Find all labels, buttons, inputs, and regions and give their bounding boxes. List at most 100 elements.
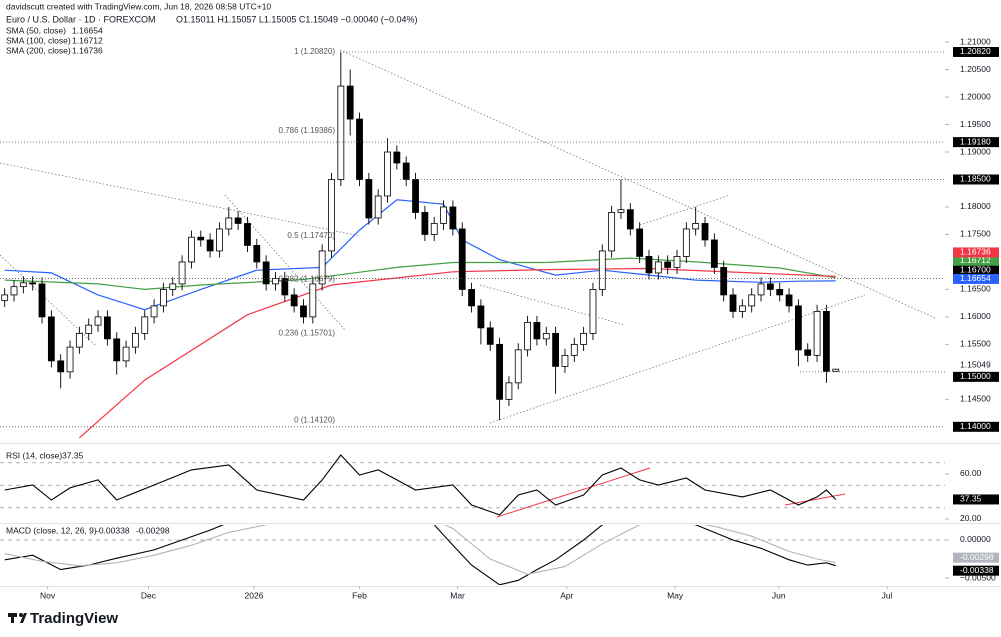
y-tick-label: −0.00500 xyxy=(960,572,996,582)
pane xyxy=(4,454,837,516)
indicator-value: -0.00338 xyxy=(96,525,130,535)
candle-body xyxy=(365,179,373,219)
x-tick-label: Nov xyxy=(40,590,56,600)
last-value-box xyxy=(953,565,999,576)
pane xyxy=(1,51,840,439)
last-value-box xyxy=(953,494,999,505)
legend-name: SMA (50, close) xyxy=(6,25,66,35)
candle-body xyxy=(785,294,793,307)
trend-line xyxy=(339,49,936,319)
y-tick-label: 1.15500 xyxy=(960,339,991,349)
candle-body xyxy=(524,321,531,351)
last-value-label: -0.00298 xyxy=(960,552,994,562)
series-line xyxy=(4,257,836,291)
candle-body xyxy=(281,278,289,296)
price-level-label: 1.15000 xyxy=(960,371,991,381)
candle-body xyxy=(766,283,774,290)
last-value-box xyxy=(953,255,999,266)
candle-body xyxy=(748,294,756,307)
legend-value: 1.16654 xyxy=(72,25,103,35)
candle-body xyxy=(216,228,223,252)
candle-body xyxy=(496,343,503,400)
candle-body xyxy=(188,236,195,263)
candle-body xyxy=(272,278,279,285)
candle-body xyxy=(19,282,27,288)
candle-body xyxy=(57,360,65,373)
candle-body xyxy=(346,85,354,120)
price-level-label: 1.18500 xyxy=(960,174,991,184)
last-value-label: 1.16712 xyxy=(960,255,991,265)
candle-body xyxy=(589,289,597,334)
candle-body xyxy=(132,332,139,348)
logo-icon xyxy=(20,613,27,623)
credit: davidscutt created with TradingView.com,… xyxy=(6,1,271,11)
candle-body xyxy=(94,316,102,326)
candle-body xyxy=(654,261,662,274)
y-tick-label: 1.16500 xyxy=(960,284,991,294)
candle-body xyxy=(85,324,93,334)
candle-body xyxy=(552,332,560,367)
fib-label: 0.382 (1.16679) xyxy=(279,275,336,284)
fib-label: 0.236 (1.15701) xyxy=(279,328,336,337)
fib-label: 0.5 (1.17470) xyxy=(287,231,335,240)
candle-body xyxy=(300,305,307,318)
pane xyxy=(4,525,836,585)
candle-body xyxy=(328,179,335,252)
candle-body xyxy=(160,289,167,307)
series-line xyxy=(4,525,836,585)
candle-body xyxy=(66,346,74,373)
candle-body xyxy=(197,236,205,241)
x-tick-label: Jun xyxy=(772,590,786,600)
candle-body xyxy=(384,151,391,197)
candle-body xyxy=(225,217,233,230)
candle-body xyxy=(804,349,812,356)
candle-body xyxy=(262,261,270,285)
candle-body xyxy=(10,286,18,296)
candle-body xyxy=(664,261,672,268)
x-tick-label: Apr xyxy=(560,590,573,600)
trend-line xyxy=(224,194,346,331)
candle-body xyxy=(561,354,569,367)
last-value-box xyxy=(953,273,999,284)
candle-body xyxy=(645,256,653,274)
legend-name: SMA (100, close) xyxy=(6,35,71,45)
candle-body xyxy=(421,212,429,235)
y-tick-label: 1.16000 xyxy=(960,311,991,321)
candle-body xyxy=(113,338,121,362)
ohlc-readout: O1.15011 H1.15057 L1.15005 C1.15049 −0.0… xyxy=(176,14,418,24)
legend-value: 1.16736 xyxy=(72,45,103,55)
price-level-box xyxy=(953,46,999,57)
candle-body xyxy=(141,316,149,334)
indicator-value: 37.35 xyxy=(62,450,84,460)
candle-body xyxy=(692,223,700,230)
y-tick-label: 1.21000 xyxy=(960,36,991,46)
candle-body xyxy=(673,256,681,268)
fib-label: 0 (1.14120) xyxy=(294,415,335,424)
x-tick-label: Jul xyxy=(882,590,893,600)
y-tick-label: 1.14500 xyxy=(960,394,991,404)
last-value-label: 1.16736 xyxy=(960,247,991,257)
candle-body xyxy=(477,305,485,329)
logo-icon xyxy=(19,613,23,617)
candle-body xyxy=(468,289,475,307)
candle-body xyxy=(580,332,588,345)
candle-body xyxy=(1,294,9,301)
last-value-label: -0.00338 xyxy=(960,565,994,575)
candle-body xyxy=(598,250,606,290)
y-tick-label: 1.20000 xyxy=(960,91,991,101)
candle-body xyxy=(542,332,550,340)
price-level-label: 1.20820 xyxy=(960,46,991,56)
candle-body xyxy=(458,228,466,290)
candle-body xyxy=(440,206,447,224)
candle-body xyxy=(290,294,298,307)
candle-body xyxy=(738,305,746,312)
candle-body xyxy=(776,289,784,296)
candle-body xyxy=(234,217,242,224)
candle-body xyxy=(823,310,830,372)
candle-body xyxy=(729,294,737,312)
candle-body xyxy=(75,332,83,348)
candle-body xyxy=(412,179,419,213)
candle-body xyxy=(794,305,802,351)
candle-body xyxy=(122,346,130,362)
x-tick-label: Dec xyxy=(141,590,157,600)
